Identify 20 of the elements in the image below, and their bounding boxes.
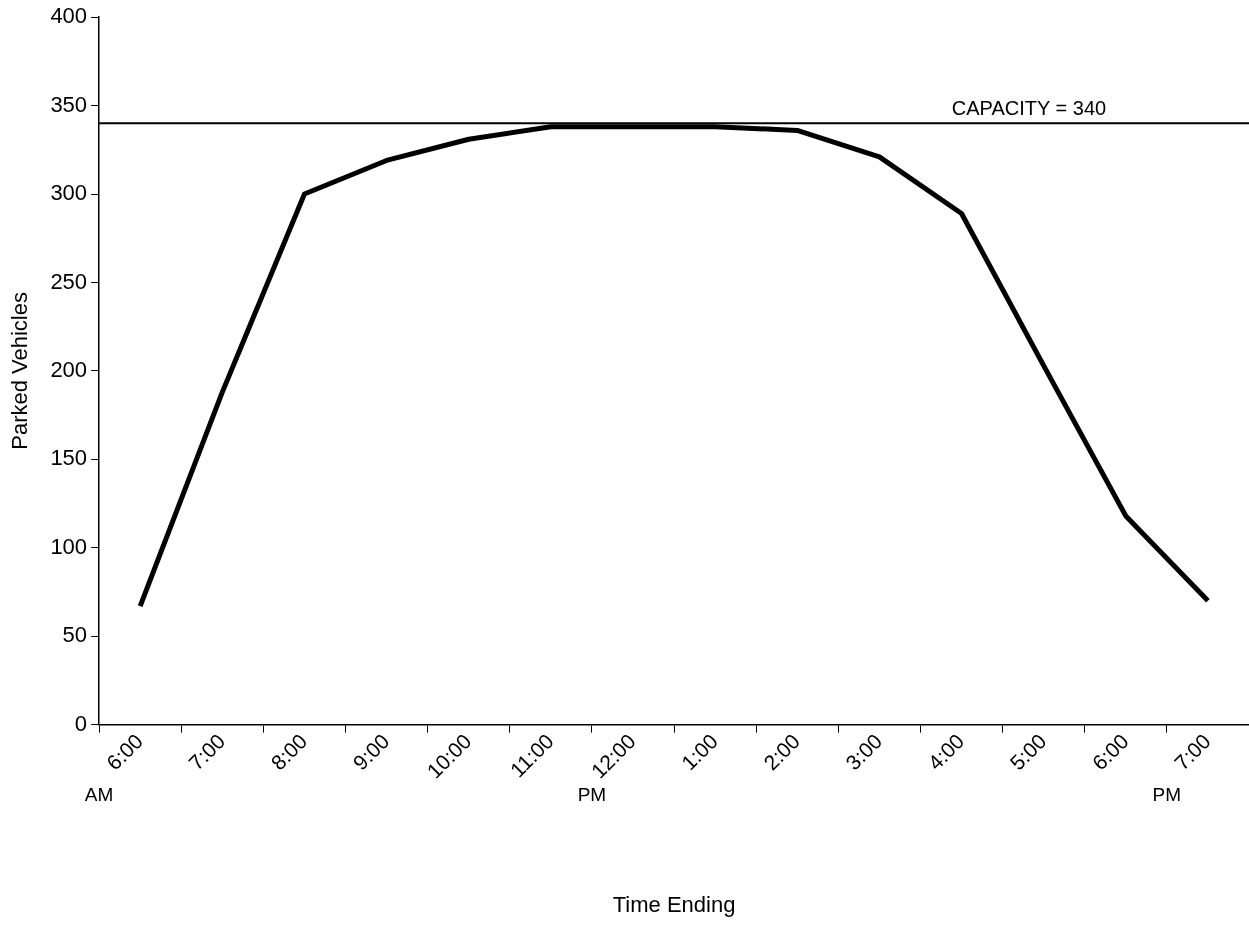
- x-tick-label: 4:00: [923, 729, 969, 775]
- x-tick-label: 6:00: [1087, 729, 1133, 775]
- x-tick-label: 1:00: [676, 729, 723, 775]
- ref-line-label: CAPACITY = 340: [951, 96, 1107, 119]
- x-tick-label: 8:00: [266, 729, 312, 775]
- x-tick-label: 7:00 PM: [1152, 729, 1215, 806]
- y-tick-label: 200: [50, 356, 88, 382]
- x-tick-label: 9:00: [348, 729, 394, 775]
- y-tick-label: 400: [50, 3, 88, 29]
- y-tick-label: 350: [50, 91, 88, 117]
- x-tick-label: 3:00: [841, 729, 887, 775]
- x-axis-title: Time Ending: [612, 891, 736, 917]
- y-axis-title: Parked Vehicles: [7, 292, 33, 450]
- x-tick-label: 7:00: [184, 729, 230, 775]
- y-tick-label: 300: [50, 180, 88, 206]
- y-tick-label: 50: [62, 622, 88, 648]
- x-tick-label: 5:00: [1005, 729, 1051, 775]
- y-tick-label: 150: [50, 445, 88, 471]
- y-tick-label: 250: [50, 268, 88, 294]
- y-tick-label: 100: [50, 533, 88, 559]
